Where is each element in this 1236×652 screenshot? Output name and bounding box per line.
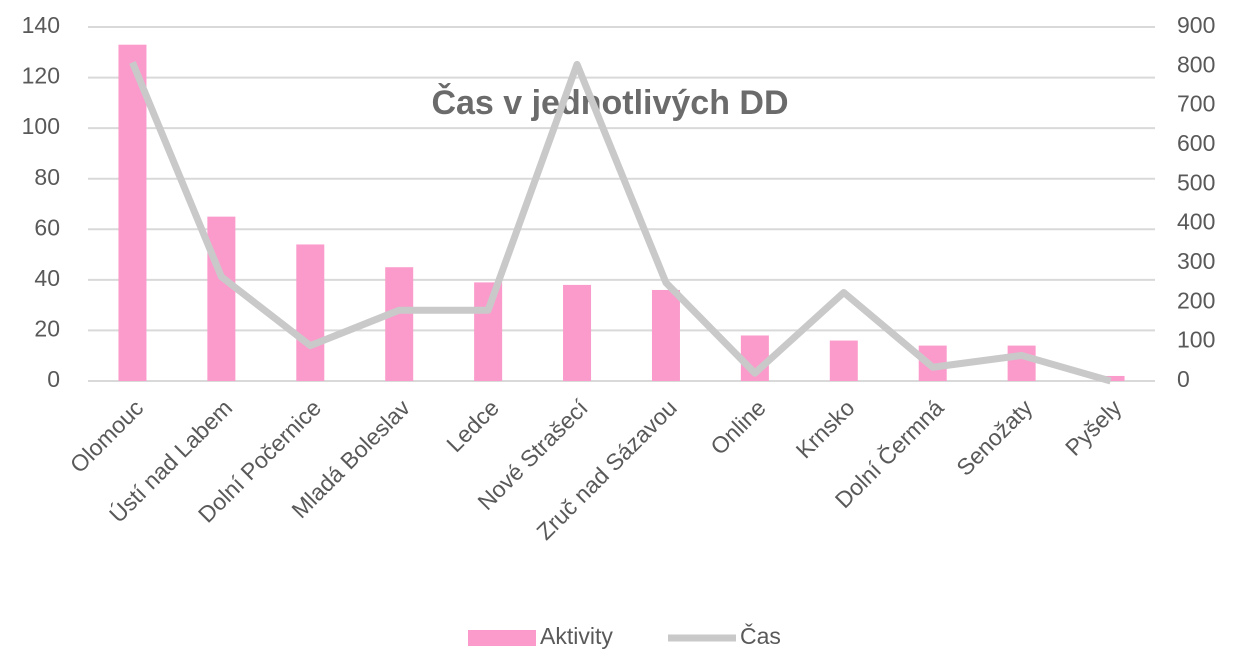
y-tick-label: 140 — [22, 12, 60, 38]
y-tick-label: 0 — [47, 366, 60, 392]
bar — [563, 284, 592, 381]
bar — [474, 282, 503, 381]
x-tick-label: Olomouc — [65, 394, 148, 477]
y2-tick-label: 500 — [1177, 169, 1215, 195]
y2-tick-label: 800 — [1177, 51, 1215, 77]
chart-title: Čas v jednotlivých DD — [431, 83, 788, 122]
y2-tick-label: 600 — [1177, 130, 1215, 156]
legend-label: Aktivity — [540, 623, 613, 649]
y2-tick-label: 900 — [1177, 12, 1215, 38]
x-tick-label: Pyšely — [1060, 394, 1127, 461]
legend-label: Čas — [740, 622, 781, 649]
y-tick-label: 20 — [34, 316, 60, 342]
y-tick-label: 60 — [34, 214, 60, 240]
y2-tick-label: 400 — [1177, 209, 1215, 235]
bar — [829, 340, 858, 381]
x-tick-label: Online — [705, 394, 770, 459]
bar — [385, 267, 414, 381]
legend-swatch — [468, 630, 536, 646]
x-tick-label: Krnsko — [791, 394, 860, 463]
y2-tick-label: 700 — [1177, 91, 1215, 117]
y-tick-label: 120 — [22, 63, 60, 89]
y2-tick-label: 100 — [1177, 327, 1215, 353]
y2-tick-label: 300 — [1177, 248, 1215, 274]
bar — [207, 216, 236, 381]
y2-tick-label: 0 — [1177, 366, 1190, 392]
bar — [1007, 345, 1036, 381]
y-tick-label: 80 — [34, 164, 60, 190]
y-tick-label: 40 — [34, 265, 60, 291]
y2-tick-label: 200 — [1177, 287, 1215, 313]
y-tick-label: 100 — [22, 113, 60, 139]
x-tick-label: Ledce — [441, 394, 504, 457]
bar — [118, 44, 147, 381]
line — [129, 60, 1112, 385]
bar — [651, 289, 680, 381]
bar — [296, 244, 325, 381]
x-tick-label: Senožaty — [951, 394, 1038, 481]
